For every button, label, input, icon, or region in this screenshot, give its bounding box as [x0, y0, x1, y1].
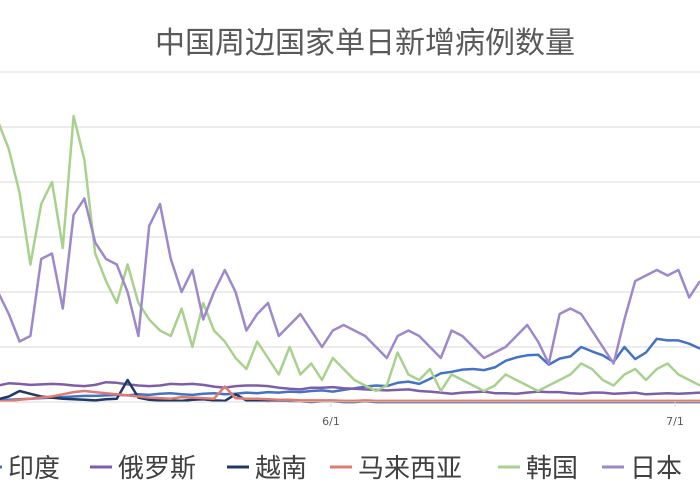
series-line-4 — [0, 385, 700, 403]
series-line-2 — [0, 380, 700, 396]
x-tick-label: 6/1 — [322, 415, 340, 428]
series-lines — [0, 114, 700, 404]
series-line-5 — [0, 114, 700, 393]
legend: 印度 俄罗斯 越南 马来西亚 韩国 日本 — [0, 454, 682, 484]
legend-label: 韩国 — [526, 454, 578, 484]
legend-label: 马来西亚 — [358, 454, 462, 484]
series-line-1 — [0, 337, 700, 402]
legend-label: 印度 — [8, 454, 60, 484]
legend-label: 越南 — [255, 454, 307, 484]
legend-label: 日本 — [630, 454, 682, 484]
chart-title: 中国周边国家单日新增病例数量 — [155, 26, 575, 61]
gridlines — [0, 71, 700, 348]
x-tick-label: 7/1 — [666, 415, 684, 428]
series-line-6 — [0, 197, 700, 365]
x-axis: 6/1 7/1 — [0, 401, 700, 428]
legend-label: 俄罗斯 — [118, 454, 196, 484]
